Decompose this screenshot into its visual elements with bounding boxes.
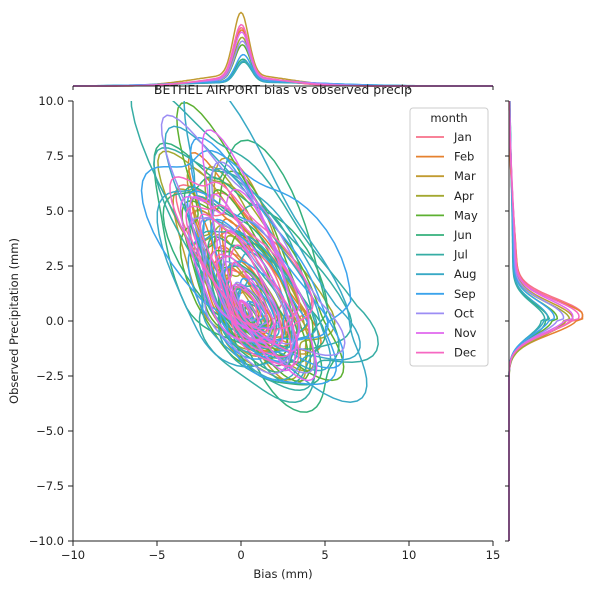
y-tick-label: 0.0 [46,314,64,328]
legend-label: Jan [453,130,472,144]
y-tick-label: −7.5 [36,479,64,493]
legend-item-jul: Jul [416,248,468,262]
contour-level [156,101,368,403]
legend-label: Jul [453,248,468,262]
y-axis-label: Observed Precipitation (mm) [7,238,21,404]
legend-item-apr: Apr [416,189,474,203]
contour-level [195,167,332,372]
contour-level [187,152,322,354]
legend-item-jun: Jun [416,228,472,242]
legend-item-oct: Oct [416,306,474,320]
legend-label: Sep [454,287,476,301]
main-contour-area [130,101,379,413]
right-kde-sep [508,101,555,541]
y-tick-label: 10.0 [38,94,64,108]
axes: −10 −5 0 5 10 15 −10.0 −7.5 −5.0 −2.5 0.0 2.5 5.0 7.5… [29,85,510,562]
contour-level [215,244,277,344]
x-tick-label: −5 [149,548,166,562]
y-tick-label: 5.0 [46,204,64,218]
legend-label: Feb [454,150,474,164]
contour-level [188,195,320,384]
contour-level [199,216,300,364]
contour-level [169,176,314,367]
y-tick-label: 7.5 [46,149,64,163]
top-kde-mar [73,11,493,87]
contour-level [179,129,318,382]
legend-item-mar: Mar [416,169,476,183]
top-kde-jan [73,26,493,87]
right-kde-jul [508,100,546,541]
legend-label: Oct [454,306,474,320]
legend-label: Apr [454,189,474,203]
legend-item-aug: Aug [416,267,476,281]
top-kde-dec [73,23,493,87]
x-tick-label: 5 [321,548,328,562]
x-tick-label: 15 [486,548,501,562]
contour-level [242,301,258,322]
legend-frame [409,107,489,367]
legend-label: Jun [453,228,472,242]
x-tick-label: 0 [237,548,244,562]
top-kde-nov [73,31,493,87]
y-tick-label: 2.5 [46,259,64,273]
legend-label: May [454,208,478,222]
right-kde-oct [508,101,565,541]
contour-level [209,193,298,353]
contour-level [226,261,269,334]
contour-level [239,299,253,319]
legend-title: month [430,111,467,125]
top-kde-feb [73,29,493,87]
top-marginal-kde [73,11,493,87]
contour-level [218,224,295,345]
right-kde-apr [508,100,571,541]
legend-label: Dec [454,346,476,360]
legend-label: Mar [454,169,476,183]
legend-item-may: May [416,208,478,222]
contour-series-dec [169,176,314,367]
legend: month Jan Feb Mar Apr May Jun Jul Aug Sep Oct Nov De… [409,107,489,367]
chart-title: BETHEL AIRPORT bias vs observed precip [154,82,412,97]
x-tick-label: 10 [402,548,417,562]
contour-level [176,102,345,382]
legend-label: Aug [454,267,476,281]
y-tick-label: −10.0 [29,534,64,548]
legend-item-sep: Sep [416,287,476,301]
contour-level [232,286,259,325]
contour-level [140,149,352,385]
x-tick-label: −10 [61,548,85,562]
y-tick-label: −2.5 [36,369,64,383]
legend-item-nov: Nov [416,326,477,340]
right-marginal-kde [508,100,584,541]
contour-level [189,188,301,372]
contour-level [187,136,345,369]
contour-level [160,114,346,375]
legend-item-jan: Jan [416,130,472,144]
legend-label: Nov [454,326,477,340]
legend-item-feb: Feb [416,150,474,164]
contour-level [238,300,251,319]
y-tick-label: −5.0 [36,424,64,438]
legend-item-dec: Dec [416,346,476,360]
x-axis-label: Bias (mm) [253,567,312,581]
